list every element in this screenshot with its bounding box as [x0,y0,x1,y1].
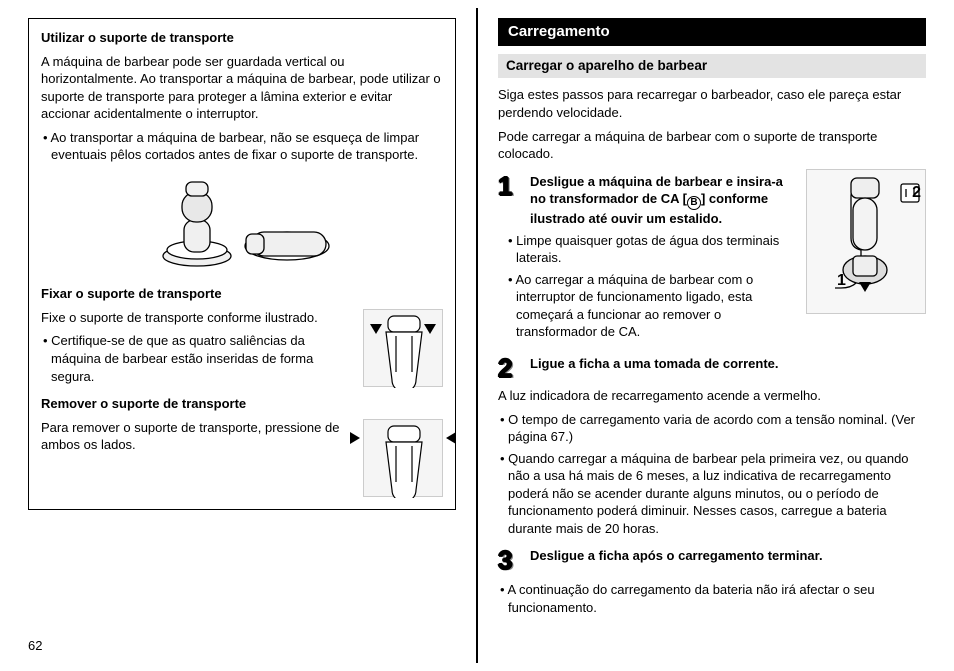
adapter-chip-icon: B [687,196,701,210]
step-2-number: 2 [498,355,520,381]
figure-shaver-stand [41,174,443,274]
figure-attach-cap [363,309,443,387]
step-3-text: Desligue a ficha após o carregamento ter… [530,547,926,565]
intro-line-1: Siga estes passos para recarregar o barb… [498,86,926,121]
step-2-text: Ligue a ficha a uma tomada de corrente. [530,355,926,373]
heading-remove-cap: Remover o suporte de transporte [41,395,443,413]
para-remove: Para remover o suporte de transporte, pr… [41,419,355,454]
transport-cap-box: Utilizar o suporte de transporte A máqui… [28,18,456,510]
bullet-four-lugs: Certifique‑se de que as quatro saliência… [41,332,355,385]
page-number: 62 [28,637,42,655]
step3-bullet-1: A continuação do carregamento da bateria… [498,581,926,616]
step-3-number: 3 [498,547,520,573]
right-column: Carregamento Carregar o aparelho de barb… [478,0,954,671]
step-3: 3 Desligue a ficha após o carregamento t… [498,547,926,573]
bullet-clean-before: Ao transportar a máquina de barbear, não… [41,129,443,164]
step-2: 2 Ligue a ficha a uma tomada de corrente… [498,355,926,381]
para-use-cap: A máquina de barbear pode ser guardada v… [41,53,443,123]
para-attach: Fixe o suporte de transporte conforme il… [41,309,355,327]
fig-label-2: 2 [912,182,921,204]
step-1-number: 1 [498,173,520,199]
step2-para: A luz indicadora de recarregamento acend… [498,387,926,405]
section-title: Carregamento [498,18,926,46]
step2-bullet-2: Quando carregar a máquina de barbear pel… [498,450,926,538]
fig-label-1: 1 [837,270,846,292]
heading-use-cap: Utilizar o suporte de transporte [41,29,443,47]
remove-block: Para remover o suporte de transporte, pr… [41,419,443,497]
figure-remove-cap [363,419,443,497]
heading-attach-cap: Fixar o suporte de transporte [41,285,443,303]
attach-block: Fixe o suporte de transporte conforme il… [41,309,443,389]
step2-bullet-1: O tempo de carregamento varia de acordo … [498,411,926,446]
step-1: 1 Desligue a máquina de barbear e insira… [498,173,796,228]
step-1-text: Desligue a máquina de barbear e insira‑a… [530,173,796,228]
left-column: Utilizar o suporte de transporte A máqui… [0,0,476,671]
figure-charging: 2 1 [806,169,926,314]
intro-line-2: Pode carregar a máquina de barbear com o… [498,128,926,163]
subsection-title: Carregar o aparelho de barbear [498,54,926,78]
